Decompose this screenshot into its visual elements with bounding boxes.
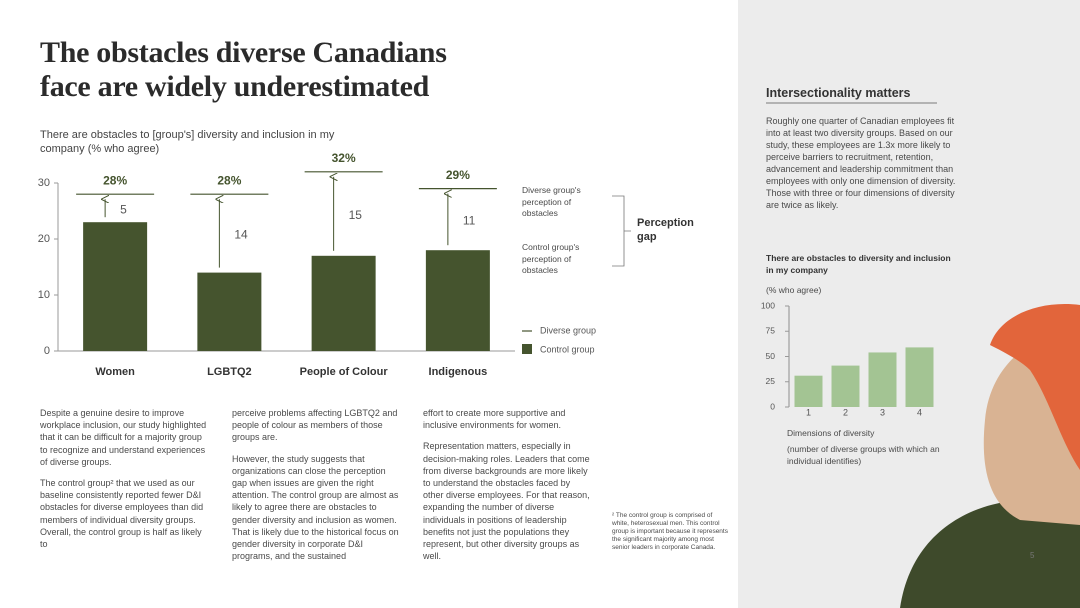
- column: perceive problems affecting LGBTQ2 and p…: [232, 407, 402, 571]
- sidebar-text: Roughly one quarter of Canadian employee…: [766, 116, 956, 210]
- x-tick-label: Indigenous: [429, 366, 488, 378]
- x-axis-note: (number of diverse groups with which an …: [787, 444, 940, 466]
- paragraph: perceive problems affecting LGBTQ2 and p…: [232, 408, 398, 443]
- bar: [311, 255, 376, 351]
- value-label: 28%: [103, 173, 127, 187]
- legend-swatch: [522, 344, 532, 354]
- paragraph: Despite a genuine desire to improve work…: [40, 408, 207, 467]
- title-line: The obstacles diverse Canadians: [40, 36, 447, 69]
- value-label: 32%: [332, 151, 356, 165]
- bar: [794, 375, 823, 407]
- title: The obstacles diverse Canadians face are …: [40, 36, 447, 104]
- gap-label: 5: [120, 202, 127, 216]
- y-tick-label: 20: [38, 233, 50, 245]
- annotation: Diverse group's perception of obstacles: [522, 185, 581, 218]
- x-tick-label: People of Colour: [300, 366, 389, 378]
- paragraph: effort to create more supportive and inc…: [423, 408, 566, 431]
- x-tick-label: 2: [843, 407, 848, 417]
- y-tick-label: 50: [766, 351, 776, 361]
- annotation: Control group's perception of obstacles: [522, 242, 580, 275]
- paragraph: The control group² that we used as our b…: [40, 478, 204, 550]
- gap-label: 14: [234, 228, 248, 242]
- bar: [83, 222, 148, 351]
- bar: [868, 352, 897, 407]
- gap-label: 11: [463, 214, 476, 228]
- y-tick-label: 100: [761, 300, 775, 310]
- page-number: 5: [1030, 551, 1035, 560]
- x-tick-label: 4: [917, 407, 922, 417]
- chart-title: There are obstacles to diversity and inc…: [766, 253, 951, 275]
- x-tick-label: 1: [806, 407, 811, 417]
- title-line: face are widely underestimated: [40, 70, 429, 103]
- annotation: Perception gap: [637, 217, 694, 243]
- column: effort to create more supportive and inc…: [423, 407, 593, 571]
- bracket: [612, 195, 631, 267]
- bar: [831, 365, 860, 407]
- paragraph: However, the study suggests that organiz…: [232, 453, 399, 562]
- y-tick-label: 30: [38, 177, 50, 189]
- y-tick-label: 0: [770, 401, 775, 411]
- paragraph: Representation matters, especially in de…: [423, 441, 590, 562]
- bar: [425, 250, 490, 351]
- legend-label: Control group: [540, 344, 595, 354]
- y-tick-label: 25: [766, 376, 776, 386]
- column: Despite a genuine desire to improve work…: [40, 407, 210, 559]
- chart-title: There are obstacles to [group's] diversi…: [40, 129, 335, 155]
- x-tick-label: Women: [95, 366, 135, 378]
- bar: [905, 347, 934, 407]
- sidebar-heading: Intersectionality matters: [766, 86, 911, 100]
- y-tick-label: 0: [44, 345, 50, 357]
- x-tick-label: LGBTQ2: [207, 366, 252, 378]
- y-tick-label: 10: [38, 289, 50, 301]
- illustration: [900, 304, 1080, 608]
- chart-subtitle: (% who agree): [766, 285, 822, 295]
- footnote: ² The control group is comprised of whit…: [612, 512, 728, 551]
- bar: [197, 272, 262, 351]
- gap-label: 15: [349, 208, 363, 222]
- value-label: 29%: [446, 168, 470, 182]
- x-tick-label: 3: [880, 407, 885, 417]
- y-tick-label: 75: [766, 326, 776, 336]
- legend-label: Diverse group: [540, 325, 596, 335]
- value-label: 28%: [217, 173, 241, 187]
- x-axis-label: Dimensions of diversity: [787, 428, 875, 438]
